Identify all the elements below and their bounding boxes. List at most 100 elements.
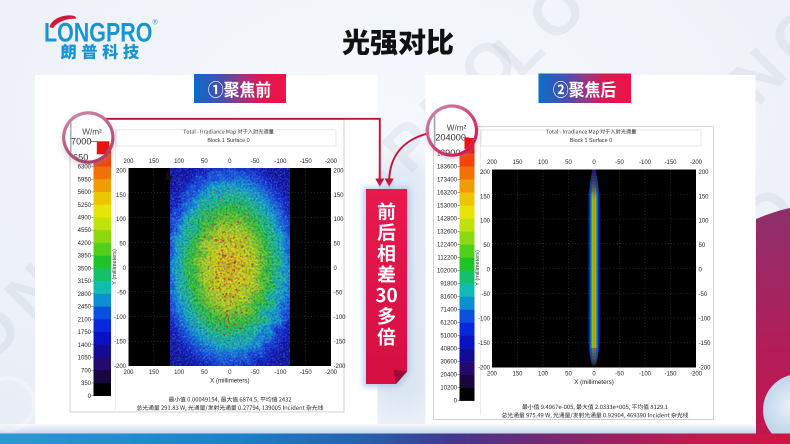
svg-text:W/m²: W/m² <box>82 128 102 137</box>
svg-text:0: 0 <box>454 399 458 405</box>
svg-text:-50: -50 <box>615 371 624 377</box>
svg-text:150: 150 <box>334 193 345 199</box>
svg-text:4900: 4900 <box>78 216 92 222</box>
svg-text:0: 0 <box>88 394 92 400</box>
svg-text:3500: 3500 <box>78 266 92 272</box>
svg-text:700: 700 <box>81 368 92 374</box>
svg-text:100: 100 <box>174 370 185 376</box>
svg-text:50: 50 <box>565 160 572 166</box>
svg-text:-100: -100 <box>639 160 652 166</box>
svg-text:-150: -150 <box>699 341 712 347</box>
svg-text:-150: -150 <box>664 160 677 166</box>
svg-text:-50: -50 <box>481 292 490 298</box>
svg-text:6300: 6300 <box>78 165 92 171</box>
svg-text:-100: -100 <box>334 315 347 321</box>
svg-text:0: 0 <box>334 266 338 272</box>
svg-text:0: 0 <box>228 159 232 165</box>
svg-text:3850: 3850 <box>78 254 92 260</box>
svg-text:-100: -100 <box>639 371 652 377</box>
svg-text:50: 50 <box>119 242 126 248</box>
svg-text:50: 50 <box>201 159 208 165</box>
svg-text:-50: -50 <box>334 291 343 297</box>
svg-text:-200: -200 <box>114 364 127 370</box>
svg-text:-150: -150 <box>664 371 677 377</box>
svg-text:X (millimeters): X (millimeters) <box>574 379 614 386</box>
svg-text:-200: -200 <box>325 159 338 165</box>
svg-text:40800: 40800 <box>440 347 457 353</box>
svg-text:150: 150 <box>480 194 491 200</box>
svg-text:Block 1 Surface 0: Block 1 Surface 0 <box>570 138 612 144</box>
svg-text:5950: 5950 <box>78 177 92 183</box>
svg-text:200: 200 <box>480 170 491 176</box>
svg-text:153000: 153000 <box>437 204 458 210</box>
svg-text:Y (millimeters): Y (millimeters) <box>475 250 481 286</box>
svg-text:350: 350 <box>81 381 92 387</box>
svg-text:-100: -100 <box>699 317 712 323</box>
svg-text:200: 200 <box>699 170 710 176</box>
svg-text:0: 0 <box>699 268 703 274</box>
svg-text:-100: -100 <box>274 370 287 376</box>
svg-text:-150: -150 <box>300 159 313 165</box>
svg-text:71400: 71400 <box>440 308 457 314</box>
svg-text:-100: -100 <box>274 159 287 165</box>
svg-text:100: 100 <box>480 219 491 225</box>
svg-text:200: 200 <box>116 168 127 174</box>
svg-text:Y (millimeters): Y (millimeters) <box>112 249 118 285</box>
svg-text:183600: 183600 <box>437 165 458 171</box>
svg-text:5600: 5600 <box>78 190 92 196</box>
svg-text:204000: 204000 <box>435 133 466 143</box>
svg-text:3900: 3900 <box>440 148 460 158</box>
svg-text:W/m²: W/m² <box>447 124 467 133</box>
svg-text:-50: -50 <box>615 160 624 166</box>
svg-text:5250: 5250 <box>78 203 92 209</box>
svg-text:10200: 10200 <box>440 386 457 392</box>
svg-text:100: 100 <box>538 160 549 166</box>
svg-text:1050: 1050 <box>78 356 92 362</box>
svg-text:100: 100 <box>116 217 127 223</box>
svg-text:-50: -50 <box>699 292 708 298</box>
svg-text:102000: 102000 <box>437 269 458 275</box>
svg-text:-150: -150 <box>114 340 127 346</box>
svg-text:122400: 122400 <box>437 243 458 249</box>
svg-text:0: 0 <box>123 266 127 272</box>
svg-text:61200: 61200 <box>440 321 457 327</box>
svg-text:-100: -100 <box>478 317 491 323</box>
svg-text:100: 100 <box>699 219 710 225</box>
svg-text:30600: 30600 <box>440 360 457 366</box>
svg-text:®: ® <box>153 19 159 27</box>
svg-text:200: 200 <box>334 168 345 174</box>
svg-text:51000: 51000 <box>440 334 457 340</box>
svg-text:50: 50 <box>699 243 706 249</box>
svg-text:2800: 2800 <box>78 292 92 298</box>
svg-text:-50: -50 <box>117 291 126 297</box>
svg-text:7000: 7000 <box>71 137 91 147</box>
svg-text:650: 650 <box>73 153 88 163</box>
svg-text:150: 150 <box>149 159 160 165</box>
svg-text:Block 1 Surface 0: Block 1 Surface 0 <box>207 138 249 144</box>
svg-text:200: 200 <box>487 160 498 166</box>
svg-text:1750: 1750 <box>78 330 92 336</box>
svg-text:150: 150 <box>116 193 127 199</box>
svg-text:142800: 142800 <box>437 217 458 223</box>
svg-text:2450: 2450 <box>78 305 92 311</box>
svg-text:20400: 20400 <box>440 373 457 379</box>
svg-text:0: 0 <box>487 268 491 274</box>
svg-text:-200: -200 <box>478 366 491 372</box>
svg-text:-150: -150 <box>300 370 313 376</box>
svg-text:150: 150 <box>149 370 160 376</box>
svg-text:173400: 173400 <box>437 178 458 184</box>
svg-text:50: 50 <box>201 370 208 376</box>
svg-text:0: 0 <box>592 371 596 377</box>
svg-text:50: 50 <box>334 242 341 248</box>
svg-text:163200: 163200 <box>437 191 458 197</box>
svg-text:4550: 4550 <box>78 228 92 234</box>
svg-text:0: 0 <box>592 160 596 166</box>
svg-text:100: 100 <box>174 159 185 165</box>
svg-text:-50: -50 <box>251 370 260 376</box>
svg-text:LONGPRO: LONGPRO <box>44 18 153 48</box>
svg-text:91800: 91800 <box>440 282 457 288</box>
svg-text:-150: -150 <box>478 341 491 347</box>
svg-text:50: 50 <box>565 371 572 377</box>
svg-text:0: 0 <box>228 370 232 376</box>
svg-text:112200: 112200 <box>437 256 457 262</box>
